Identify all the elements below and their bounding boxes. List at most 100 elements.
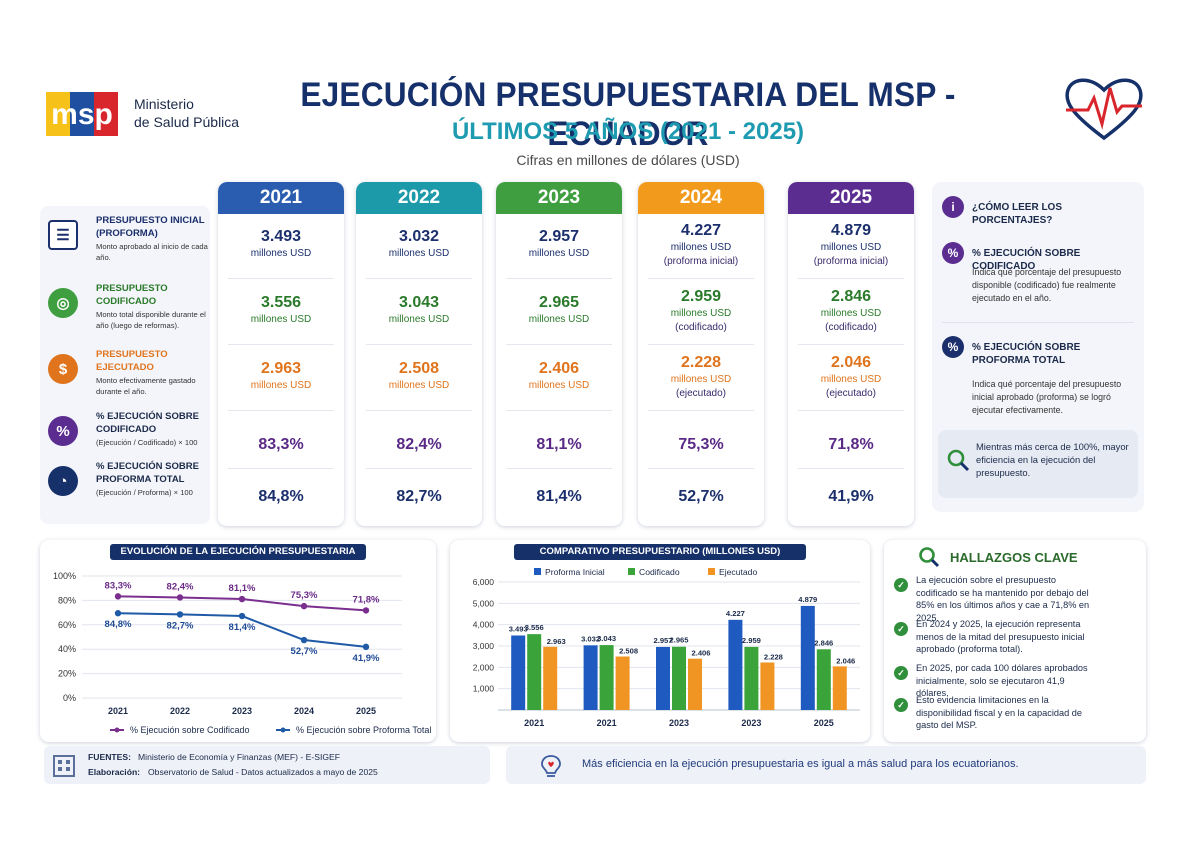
codificado-note: (codificado) xyxy=(825,322,877,333)
legend-marker xyxy=(280,727,286,733)
finding-item: En 2025, por cada 100 dólares aprobados … xyxy=(916,663,1088,699)
ejecutado-note: (ejecutado) xyxy=(675,388,727,399)
codificado-value: 3.556 xyxy=(260,294,302,311)
divider xyxy=(366,344,472,345)
row-label-title: PRESUPUESTO CODIFICADO xyxy=(96,283,168,307)
divider xyxy=(798,278,904,279)
divider xyxy=(506,278,612,279)
bar-value-label: 2.228 xyxy=(764,652,783,661)
finding-item: Esto evidencia limitaciones en la dispon… xyxy=(916,695,1082,731)
sources-text: Ministerio de Economía y Finanzas (MEF) … xyxy=(138,752,341,762)
year-column-2022: 2022 3.032 millones USD 3.043 millones USD 2.… xyxy=(356,182,482,526)
page-title: EJECUCIÓN PRESUPUESTARIA DEL MSP - ECUAD… xyxy=(300,76,956,153)
legend-label: % Ejecución sobre Proforma Total xyxy=(296,725,431,735)
bar xyxy=(599,645,614,710)
y-tick-label: 1,000 xyxy=(473,684,495,694)
bar xyxy=(511,635,526,710)
building-icon xyxy=(52,752,76,778)
divider xyxy=(228,278,334,279)
legend-swatch xyxy=(628,568,635,575)
bar xyxy=(728,619,743,710)
divider xyxy=(366,278,472,279)
lightbulb-heart-icon xyxy=(536,752,566,778)
divider xyxy=(228,468,334,469)
codificado-unit: millones USD xyxy=(670,308,732,319)
divider xyxy=(506,344,612,345)
row-label-title: PRESUPUESTO EJECUTADO xyxy=(96,349,168,373)
bar xyxy=(615,656,630,710)
inicial-unit: millones USD xyxy=(388,248,450,259)
item1-text: Indica qué porcentaje del presupuesto di… xyxy=(972,267,1122,303)
infographic: msp Ministerio de Salud Pública EJECUCIÓ… xyxy=(38,70,1162,784)
logo-text: msp xyxy=(51,98,113,131)
ejecutado-value: 2.963 xyxy=(260,360,302,377)
inicial-unit: millones USD xyxy=(670,242,732,253)
bar xyxy=(816,649,831,710)
dollar-icon: $ xyxy=(48,354,78,384)
legend-label: Ejecutado xyxy=(719,567,757,577)
efficiency-note-box: Mientras más cerca de 100%, mayor eficie… xyxy=(938,430,1138,498)
codificado-value: 2.846 xyxy=(830,288,872,305)
y-tick-label: 6,000 xyxy=(473,577,495,587)
bar-value-label: 2.046 xyxy=(836,656,855,665)
ejecutado-unit: millones USD xyxy=(670,374,732,385)
bar xyxy=(744,646,759,710)
bar xyxy=(688,658,702,710)
item1-title: % EJECUCIÓN SOBRE CODIFICADO xyxy=(972,248,1081,272)
ejecutado-value: 2.228 xyxy=(680,354,722,371)
divider xyxy=(228,410,334,411)
check-icon: ✓ xyxy=(894,622,908,636)
bar-value-label: 2.846 xyxy=(814,638,833,647)
data-point xyxy=(176,611,184,618)
pct-proforma: 84,8% xyxy=(258,488,304,505)
closing-message: Más eficiencia en la ejecución presupues… xyxy=(582,758,1019,770)
legend-swatch xyxy=(534,568,541,575)
data-point xyxy=(300,636,308,644)
item2-title: % EJECUCIÓN SOBRE PROFORMA TOTAL xyxy=(972,342,1081,366)
key-findings-panel: HALLAZGOS CLAVE ✓ La ejecución sobre el … xyxy=(884,540,1146,742)
data-point xyxy=(114,610,122,617)
codificado-value: 2.959 xyxy=(680,288,722,305)
inicial-unit: millones USD xyxy=(250,248,312,259)
bar-value-label: 2.965 xyxy=(669,636,689,645)
bar-value-label: 4.879 xyxy=(798,595,817,604)
row-label-desc: Monto aprobado al inicio de cada año. xyxy=(96,242,208,262)
x-tick-label: 2025 xyxy=(814,718,834,728)
year-header: 2022 xyxy=(356,182,482,214)
codificado-unit: millones USD xyxy=(388,314,450,325)
bar-value-label: 2.957 xyxy=(653,636,672,645)
line-chart-panel: EVOLUCIÓN DE LA EJECUCIÓN PRESUPUESTARIA… xyxy=(40,540,436,742)
data-label: 84,8% xyxy=(105,619,132,630)
ejecutado-value: 2.046 xyxy=(830,354,872,371)
bar xyxy=(672,646,686,710)
bar-value-label: 2.406 xyxy=(691,649,710,658)
divider xyxy=(798,344,904,345)
row-label-title: % EJECUCIÓN SOBRE PROFORMA TOTAL xyxy=(96,461,199,485)
data-point xyxy=(238,612,246,620)
how-to-read-heading: ¿CÓMO LEER LOS PORCENTAJES? xyxy=(972,202,1062,226)
percent-icon: % xyxy=(48,416,78,446)
bar-value-label: 3.493 xyxy=(509,624,528,633)
ejecutado-unit: millones USD xyxy=(528,380,590,391)
x-tick-label: 2023 xyxy=(741,718,761,728)
divider xyxy=(798,410,904,411)
legend-swatch xyxy=(708,568,715,575)
row-label-desc: Monto total disponible durante el año (l… xyxy=(96,310,206,330)
divider xyxy=(506,468,612,469)
legend-label: % Ejecución sobre Codificado xyxy=(130,725,250,735)
line-chart: 0% 20% 40% 60% 80% 100% 2021 2022 2023 2024 2025 83… xyxy=(53,571,431,735)
bar-value-label: 3.032 xyxy=(581,634,600,643)
y-tick-label: 2,000 xyxy=(473,662,495,672)
divider xyxy=(228,344,334,345)
inicial-value: 3.032 xyxy=(398,228,440,245)
ministry-name-line1: Ministerio xyxy=(134,96,194,112)
year-header: 2025 xyxy=(788,182,914,214)
ejecutado-unit: millones USD xyxy=(388,380,450,391)
ejecutado-value: 2.406 xyxy=(538,360,580,377)
data-label: 83,3% xyxy=(105,580,132,591)
bar xyxy=(760,662,775,710)
elaboration-label: Elaboración: xyxy=(88,767,141,777)
data-label: 82,4% xyxy=(167,581,194,592)
pct-proforma: 82,7% xyxy=(396,488,442,505)
pie-icon: ◔ xyxy=(48,466,78,496)
